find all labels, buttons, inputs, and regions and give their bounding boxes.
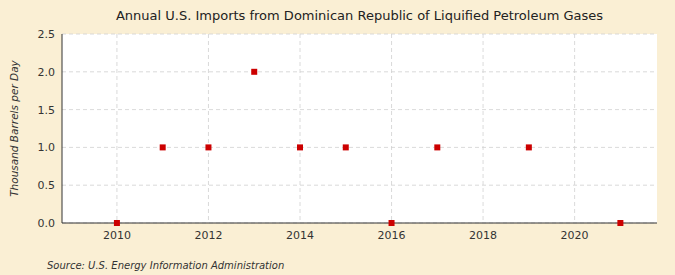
x-tick-label: 2018 — [469, 229, 497, 242]
y-grid-line — [62, 71, 657, 72]
x-tick-label: 2010 — [103, 229, 131, 242]
x-grid-line — [483, 34, 484, 223]
y-grid-line — [62, 223, 657, 224]
point — [343, 144, 349, 150]
plot-area — [62, 34, 657, 223]
point — [160, 144, 166, 150]
point — [434, 144, 440, 150]
y-tick-label: 1.5 — [38, 104, 56, 117]
y-tick-label: 0.0 — [38, 217, 56, 230]
x-tick-label: 2012 — [194, 229, 222, 242]
point — [617, 220, 623, 226]
background — [0, 0, 675, 275]
point — [205, 144, 211, 150]
x-grid-line — [574, 34, 575, 223]
y-tick-label: 2.5 — [38, 28, 56, 41]
x-tick-label: 2020 — [561, 229, 589, 242]
point — [389, 220, 395, 226]
x-grid-line — [116, 34, 117, 223]
point — [114, 220, 120, 226]
points — [114, 69, 623, 226]
x-grid-line — [300, 34, 301, 223]
y-grid-line — [62, 109, 657, 110]
chart: 0.0 0.5 1.0 1.5 2.0 2.5 2010 2012 2014 2016 2018 20… — [0, 0, 675, 275]
grid — [62, 34, 657, 223]
y-axis-label: Thousand Barrels per Day — [8, 59, 20, 196]
y-grid-line — [62, 185, 657, 186]
point — [297, 144, 303, 150]
point — [526, 144, 532, 150]
x-grid-line — [391, 34, 392, 223]
y-axis-line — [62, 34, 63, 223]
y-tick-label: 0.5 — [38, 179, 56, 192]
point — [251, 69, 257, 75]
x-grid-line — [208, 34, 209, 223]
y-grid-line — [62, 147, 657, 148]
title: Annual U.S. Imports from Dominican Repub… — [116, 8, 603, 23]
y-tick-label: 2.0 — [38, 66, 56, 79]
y-grid-line — [62, 34, 657, 35]
x-tick-label: 2016 — [378, 229, 406, 242]
y-tick-label: 1.0 — [38, 141, 56, 154]
x-tick-label: 2014 — [286, 229, 314, 242]
source: Source: U.S. Energy Information Administ… — [47, 260, 284, 271]
x-axis-line — [62, 223, 657, 224]
